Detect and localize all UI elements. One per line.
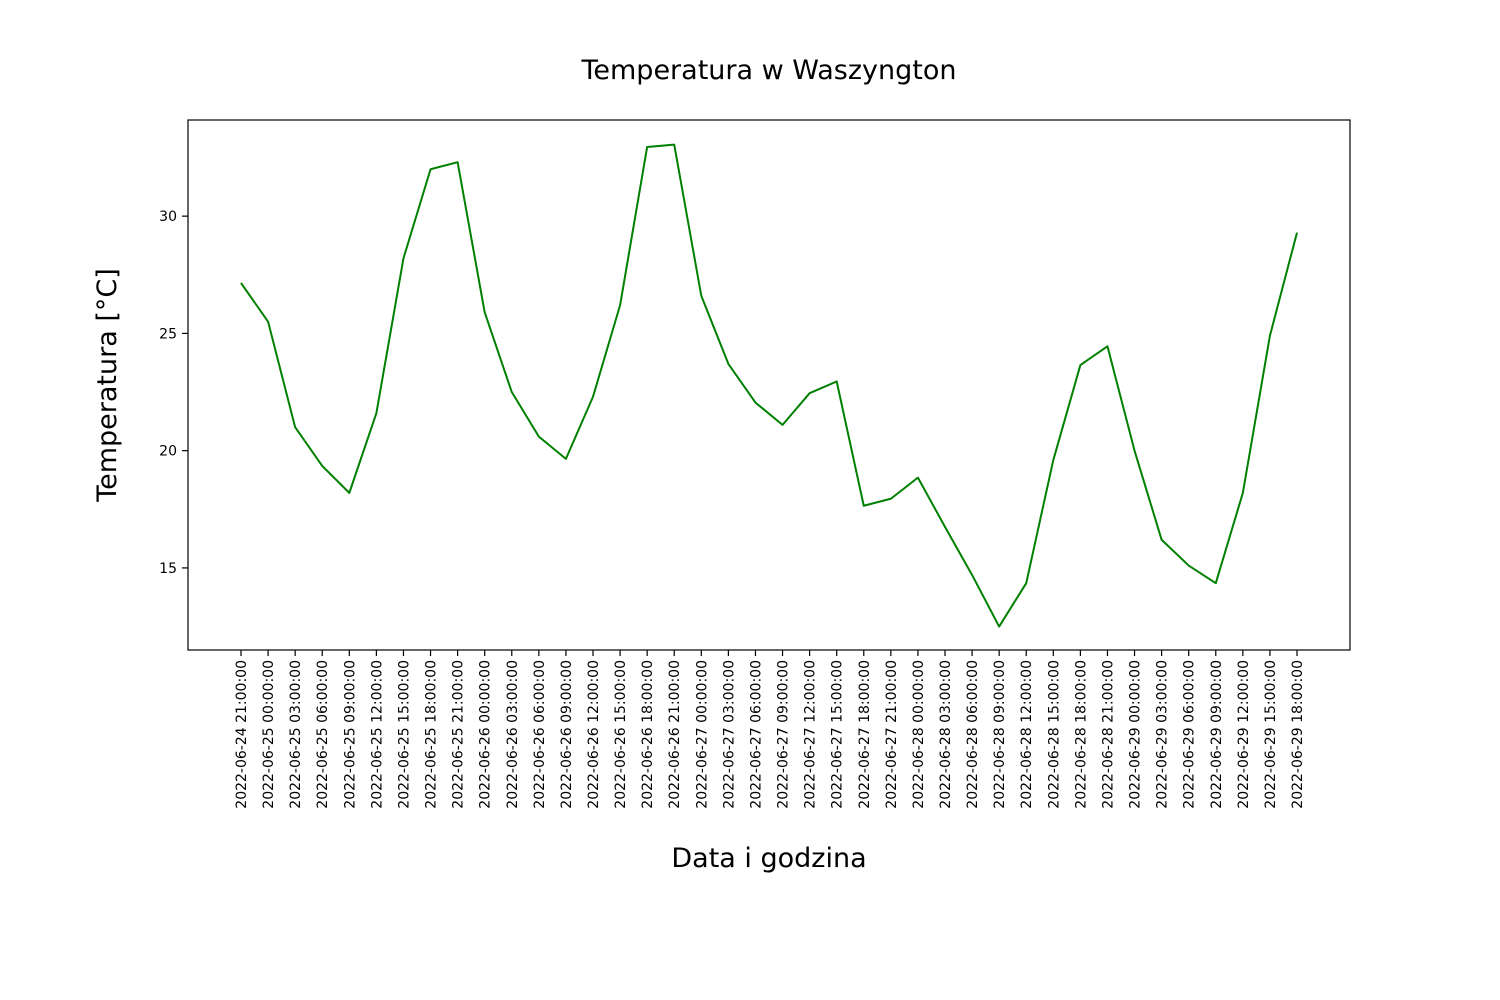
x-tick-label: 2022-06-29 03:00:00	[1155, 660, 1171, 809]
x-tick-label: 2022-06-28 18:00:00	[1073, 660, 1089, 809]
x-tick-label: 2022-06-27 18:00:00	[857, 660, 873, 809]
x-tick-label: 2022-06-26 03:00:00	[505, 660, 521, 809]
plot-frame	[187, 119, 1351, 651]
chart-title: Temperatura w Waszyngton	[580, 55, 956, 86]
x-tick-label: 2022-06-26 12:00:00	[586, 660, 602, 809]
x-tick-label: 2022-06-28 09:00:00	[992, 660, 1008, 809]
x-tick-label: 2022-06-24 21:00:00	[234, 660, 250, 809]
x-tick-label: 2022-06-26 09:00:00	[559, 660, 575, 809]
x-tick-label: 2022-06-29 15:00:00	[1263, 660, 1279, 809]
y-tick-label: 25	[159, 326, 177, 342]
x-tick-label: 2022-06-25 06:00:00	[315, 660, 331, 809]
x-tick-label: 2022-06-27 21:00:00	[884, 660, 900, 809]
x-tick-label: 2022-06-26 18:00:00	[640, 660, 656, 809]
x-tick-label: 2022-06-27 03:00:00	[721, 660, 737, 809]
x-tick-label: 2022-06-28 03:00:00	[938, 660, 954, 809]
x-tick-label: 2022-06-29 00:00:00	[1128, 660, 1144, 809]
x-tick-label: 2022-06-28 12:00:00	[1019, 660, 1035, 809]
x-tick-label: 2022-06-26 15:00:00	[613, 660, 629, 809]
x-tick-label: 2022-06-28 15:00:00	[1046, 660, 1062, 809]
x-tick-label: 2022-06-26 06:00:00	[532, 660, 548, 809]
x-tick-label: 2022-06-28 06:00:00	[965, 660, 981, 809]
x-tick-label: 2022-06-29 18:00:00	[1290, 660, 1306, 809]
series-line	[240, 143, 1298, 628]
x-tick-label: 2022-06-25 00:00:00	[261, 660, 277, 809]
x-tick-label: 2022-06-27 15:00:00	[830, 660, 846, 809]
y-axis-label: Temperatura [°C]	[92, 268, 123, 503]
x-tick-label: 2022-06-28 00:00:00	[911, 660, 927, 809]
x-tick-label: 2022-06-26 00:00:00	[478, 660, 494, 809]
x-tick-label: 2022-06-25 09:00:00	[342, 660, 358, 809]
x-tick-label: 2022-06-26 21:00:00	[667, 660, 683, 809]
y-tick-label: 15	[159, 561, 177, 577]
x-tick-label: 2022-06-29 06:00:00	[1182, 660, 1198, 809]
x-tick-label: 2022-06-29 09:00:00	[1209, 660, 1225, 809]
x-axis-label: Data i godzina	[671, 843, 866, 874]
x-tick-label: 2022-06-25 21:00:00	[451, 660, 467, 809]
x-tick-label: 2022-06-25 03:00:00	[288, 660, 304, 809]
x-tick-label: 2022-06-29 12:00:00	[1236, 660, 1252, 809]
plot-area	[240, 143, 1298, 628]
x-tick-label: 2022-06-25 15:00:00	[396, 660, 412, 809]
x-tick-label: 2022-06-25 18:00:00	[424, 660, 440, 809]
x-tick-label: 2022-06-27 06:00:00	[748, 660, 764, 809]
x-tick-label: 2022-06-27 09:00:00	[776, 660, 792, 809]
x-tick-label: 2022-06-25 12:00:00	[369, 660, 385, 809]
x-tick-label: 2022-06-28 21:00:00	[1100, 660, 1116, 809]
x-tick-label: 2022-06-27 12:00:00	[803, 660, 819, 809]
y-tick-label: 20	[159, 444, 177, 460]
x-tick-label: 2022-06-27 00:00:00	[694, 660, 710, 809]
y-tick-label: 30	[159, 209, 177, 225]
